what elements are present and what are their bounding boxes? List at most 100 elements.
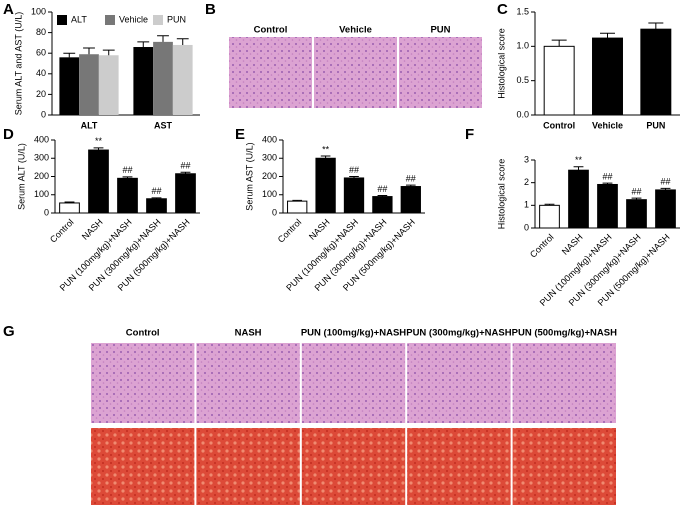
- significance-mark: ##: [349, 165, 359, 175]
- x-tick-label: NASH: [307, 217, 332, 242]
- bar: [172, 44, 193, 115]
- y-tick-label: 400: [34, 134, 49, 144]
- error-bar: [573, 166, 584, 171]
- y-tick-label: 1.0: [516, 41, 529, 51]
- y-tick-label: 80: [36, 27, 46, 37]
- micrograph: [91, 428, 195, 505]
- error-bar: [544, 203, 555, 206]
- legend-swatch: [57, 15, 67, 25]
- y-tick-label: 300: [34, 153, 49, 163]
- bar: [146, 198, 167, 214]
- bar: [117, 177, 138, 214]
- bar: [98, 55, 119, 115]
- x-tick-label: NASH: [80, 217, 105, 242]
- y-tick-label: 1: [524, 200, 529, 210]
- error-bar: [631, 197, 642, 200]
- legend-label: Vehicle: [119, 14, 148, 24]
- x-tick-label: Vehicle: [592, 120, 623, 130]
- y-tick-label: 0: [41, 109, 46, 119]
- y-tick-label: 300: [262, 153, 277, 163]
- micrograph: [512, 343, 616, 423]
- panel-letter: E: [235, 126, 245, 143]
- y-tick-label: 100: [31, 6, 46, 16]
- micrograph: [229, 37, 312, 108]
- significance-mark: ##: [660, 177, 670, 187]
- significance-mark: ##: [122, 165, 132, 175]
- error-bar: [320, 155, 331, 159]
- micrograph: [399, 37, 482, 108]
- y-tick-label: 60: [36, 48, 46, 58]
- error-bar: [151, 197, 162, 199]
- error-bar: [377, 194, 388, 197]
- significance-mark: ##: [602, 171, 612, 181]
- panel-letter: D: [3, 126, 14, 143]
- bar: [626, 199, 647, 229]
- error-bar: [602, 182, 613, 185]
- panel-letter: C: [497, 1, 508, 18]
- error-bar: [122, 176, 133, 179]
- legend-swatch: [153, 15, 163, 25]
- x-tick-label: ALT: [81, 120, 98, 130]
- image-caption: Control: [254, 25, 288, 36]
- error-bar: [648, 22, 664, 30]
- legend-swatch: [105, 15, 115, 25]
- y-axis-label: Histological score: [496, 159, 506, 230]
- y-tick-label: 100: [262, 189, 277, 199]
- image-caption: NASH: [235, 328, 262, 339]
- image-caption: PUN (500mg/kg)+NASH: [512, 328, 617, 339]
- bar: [543, 45, 575, 116]
- y-tick-label: 20: [36, 89, 46, 99]
- y-tick-label: 0.5: [516, 75, 529, 85]
- y-tick-label: 2: [524, 177, 529, 187]
- error-bar: [93, 147, 104, 151]
- micrograph: [314, 37, 397, 108]
- error-bar: [137, 41, 150, 48]
- error-bar: [600, 32, 615, 39]
- x-tick-label: AST: [154, 120, 173, 130]
- y-tick-label: 0: [272, 207, 277, 217]
- y-tick-label: 3: [524, 154, 529, 164]
- y-axis-label: Serum AST (U/L): [244, 142, 254, 210]
- error-bar: [551, 39, 567, 47]
- significance-mark: ##: [151, 186, 161, 196]
- y-axis-label: Serum ALT and AST (U/L): [13, 12, 23, 116]
- y-tick-label: 0: [44, 207, 49, 217]
- significance-mark: **: [322, 144, 330, 154]
- error-bar: [176, 38, 189, 45]
- error-bar: [292, 199, 303, 202]
- bar: [640, 28, 672, 116]
- significance-mark: **: [95, 136, 103, 146]
- y-tick-label: 40: [36, 68, 46, 78]
- panel-letter: F: [465, 126, 474, 143]
- image-caption: Control: [126, 328, 160, 339]
- bar: [343, 177, 365, 214]
- significance-mark: ##: [377, 184, 387, 194]
- y-tick-label: 0.0: [516, 109, 529, 119]
- error-bar: [349, 176, 359, 178]
- legend-label: PUN: [167, 14, 186, 24]
- image-caption: PUN (100mg/kg)+NASH: [301, 328, 406, 339]
- bar: [597, 183, 618, 229]
- y-tick-label: 200: [262, 171, 277, 181]
- bar: [88, 149, 109, 214]
- x-tick-label: Control: [528, 232, 556, 260]
- micrograph: [301, 428, 406, 505]
- x-tick-label: Control: [48, 217, 76, 245]
- y-tick-label: 1.5: [516, 6, 529, 16]
- bar: [287, 200, 308, 214]
- bar: [400, 186, 421, 214]
- x-tick-label: PUN: [646, 120, 665, 130]
- error-bar: [405, 184, 416, 187]
- micrograph: [407, 428, 511, 505]
- x-tick-label: NASH: [560, 232, 585, 257]
- image-caption: PUN: [430, 25, 450, 36]
- panel-letter: G: [3, 323, 15, 340]
- bar: [79, 54, 99, 115]
- micrograph: [301, 343, 406, 423]
- micrograph: [407, 343, 511, 423]
- error-bar: [63, 52, 76, 58]
- y-axis-label: Histological score: [496, 28, 506, 99]
- legend-label: ALT: [71, 14, 87, 24]
- bar: [592, 37, 623, 116]
